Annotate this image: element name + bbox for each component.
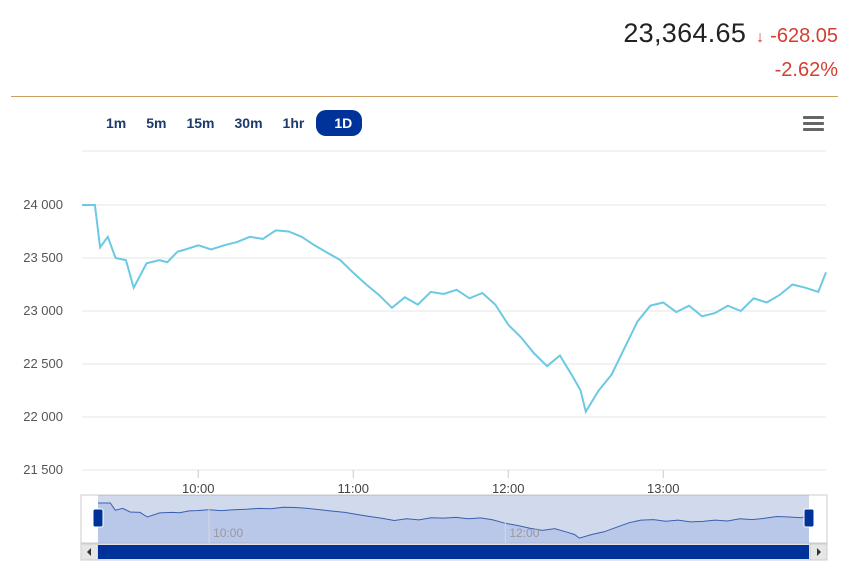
y-tick-label: 22 500	[23, 356, 63, 371]
x-axis-labels: 10:00 11:00 12:00 13:00	[182, 470, 680, 496]
navigator-tick-label: 12:00	[509, 526, 539, 540]
y-tick-label: 21 500	[23, 462, 63, 477]
y-axis-labels: 24 000 23 500 23 000 22 500 22 000 21 500	[23, 197, 63, 477]
scroll-left-arrow-icon	[87, 548, 91, 556]
scroll-right-arrow-icon	[817, 548, 821, 556]
y-tick-label: 23 500	[23, 250, 63, 265]
x-tick-label: 13:00	[647, 481, 680, 496]
navigator-line	[98, 502, 810, 539]
range-button-15m[interactable]: 15m	[186, 115, 215, 131]
arrow-down-icon: ↓	[756, 29, 765, 46]
price-line	[82, 204, 827, 415]
navigator[interactable]: 10:00 12:00	[80, 494, 828, 561]
navigator-area	[98, 503, 809, 543]
y-tick-label: 24 000	[23, 197, 63, 212]
range-button-1d[interactable]: 1D	[316, 110, 363, 136]
y-tick-label: 22 000	[23, 409, 63, 424]
y-tick-label: 23 000	[23, 303, 63, 318]
change-percent: -2.62%	[774, 59, 838, 81]
quote-panel: 23,364.65 ↓ -628.05 -2.62%	[623, 18, 838, 82]
scrollbar-thumb[interactable]	[98, 545, 809, 559]
navigator-handle-left[interactable]	[92, 508, 104, 528]
chart-gridlines	[82, 150, 826, 471]
change-value: -628.05	[770, 25, 838, 47]
header-divider	[11, 96, 838, 97]
navigator-handle-right[interactable]	[803, 508, 815, 528]
range-button-1hr[interactable]: 1hr	[282, 115, 305, 131]
hamburger-menu-icon[interactable]	[803, 116, 824, 132]
navigator-tick-label: 10:00	[213, 526, 243, 540]
x-tick-label: 10:00	[182, 481, 215, 496]
price-change: ↓ -628.05	[756, 25, 838, 48]
range-button-30m[interactable]: 30m	[234, 115, 263, 131]
range-button-1m[interactable]: 1m	[106, 115, 127, 131]
x-tick-label: 11:00	[337, 481, 369, 496]
quote-main-row: 23,364.65 ↓ -628.05	[623, 18, 838, 49]
x-tick-label: 12:00	[492, 481, 525, 496]
last-price: 23,364.65	[623, 18, 747, 48]
range-selector: 1m 5m 15m 30m 1hr 1D	[98, 110, 366, 136]
range-button-5m[interactable]: 5m	[146, 115, 167, 131]
